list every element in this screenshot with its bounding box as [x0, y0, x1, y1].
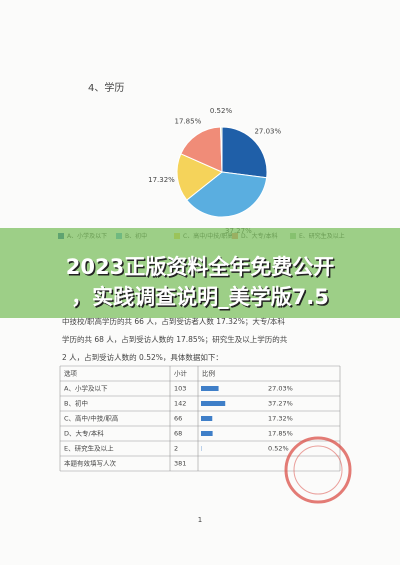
table-cell: B、初中: [64, 399, 88, 408]
table-header: 选项: [64, 369, 78, 378]
table-cell: 142: [174, 400, 186, 408]
table-cell: 2: [174, 445, 178, 453]
slice-label: 0.52%: [210, 107, 233, 115]
page-number: 1: [198, 516, 202, 524]
table-cell: 381: [174, 460, 186, 468]
table-cell: E、研究生及以上: [64, 444, 114, 453]
table-cell: 66: [174, 415, 182, 423]
pie-slice: [186, 171, 268, 218]
table-cell: C、高中/中技/职高: [64, 414, 119, 423]
slice-label: 17.85%: [175, 117, 202, 125]
paragraph-line: 2 人，占到受访人数的 0.52%，具体数据如下：: [62, 352, 223, 362]
table-cell: 103: [174, 385, 186, 393]
banner-text: ，实践调查说明_美学版7.5: [71, 285, 329, 309]
table-cell: 17.32%: [268, 415, 293, 423]
table-bar: [201, 386, 219, 391]
pie-slice: [180, 126, 223, 173]
table-bar: [201, 431, 213, 436]
table-bar: [201, 401, 226, 406]
banner-shadow: ，实践调查说明_美学版7.5: [73, 287, 331, 311]
table-cell: 本题有效填写人次: [64, 459, 117, 468]
stamp: [284, 436, 352, 504]
table-cell: 0.52%: [268, 445, 289, 453]
table-header: 小计: [174, 369, 188, 378]
pie-slice: [220, 126, 223, 173]
banner-band: [0, 228, 400, 318]
slice-label: 27.03%: [254, 128, 281, 136]
table-cell: 17.85%: [268, 430, 293, 438]
stamp-inner: [293, 445, 343, 495]
table-cell: 68: [174, 430, 182, 438]
banner-text: 2023正版资料全年免费公开: [66, 255, 334, 279]
table-cell: D、大专/本科: [64, 429, 104, 438]
paragraph-line: 学历的共 68 人，占到受访人数的 17.85%；研究生及以上学历的共: [62, 334, 288, 344]
paragraph-line: 中技校/职高学历的共 66 人，占到受访者人数 17.32%；大专/本科: [62, 316, 285, 326]
table-cell: 27.03%: [268, 385, 293, 393]
pie-slice: [176, 153, 223, 201]
pie-slice: [221, 126, 268, 179]
table-cell: A、小学及以下: [64, 384, 108, 393]
table-bar: [201, 416, 213, 421]
heading: 4、学历: [88, 81, 124, 94]
table-cell: 37.27%: [268, 400, 293, 408]
slice-label: 17.32%: [148, 176, 175, 184]
banner-shadow: 2023正版资料全年免费公开: [67, 257, 335, 281]
table-header: 比例: [202, 369, 215, 378]
